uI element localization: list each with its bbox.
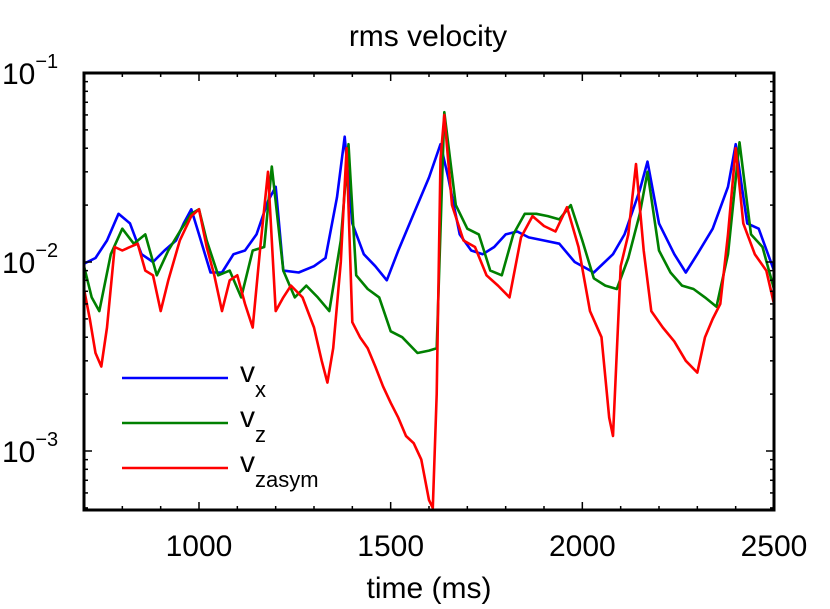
x-axis-label: time (ms): [367, 572, 492, 605]
chart-title: rms velocity: [349, 20, 507, 53]
legend-label-v-zasym: vzasym: [240, 446, 319, 492]
series-line-v-x: [84, 135, 774, 282]
x-tick-label: 1500: [357, 530, 424, 563]
y-axis: 10−1 10−2 10−3: [2, 51, 774, 509]
series-line-v-z: [84, 110, 774, 355]
y-tick-label: 10−2: [2, 240, 58, 280]
legend-label-v-z: vz: [240, 401, 266, 447]
y-tick-label: 10−1: [2, 51, 58, 91]
y-tick-label: 10−3: [2, 429, 58, 469]
series-group: [84, 110, 774, 510]
x-tick-label: 1000: [166, 530, 233, 563]
x-axis: 1000 1500 2000 2500: [121, 73, 808, 563]
series-line-v-zasym: [84, 113, 774, 510]
x-tick-label: 2000: [549, 530, 616, 563]
x-tick-label: 2500: [741, 530, 808, 563]
plot-frame: [82, 71, 776, 512]
legend-label-v-x: vx: [240, 356, 266, 402]
